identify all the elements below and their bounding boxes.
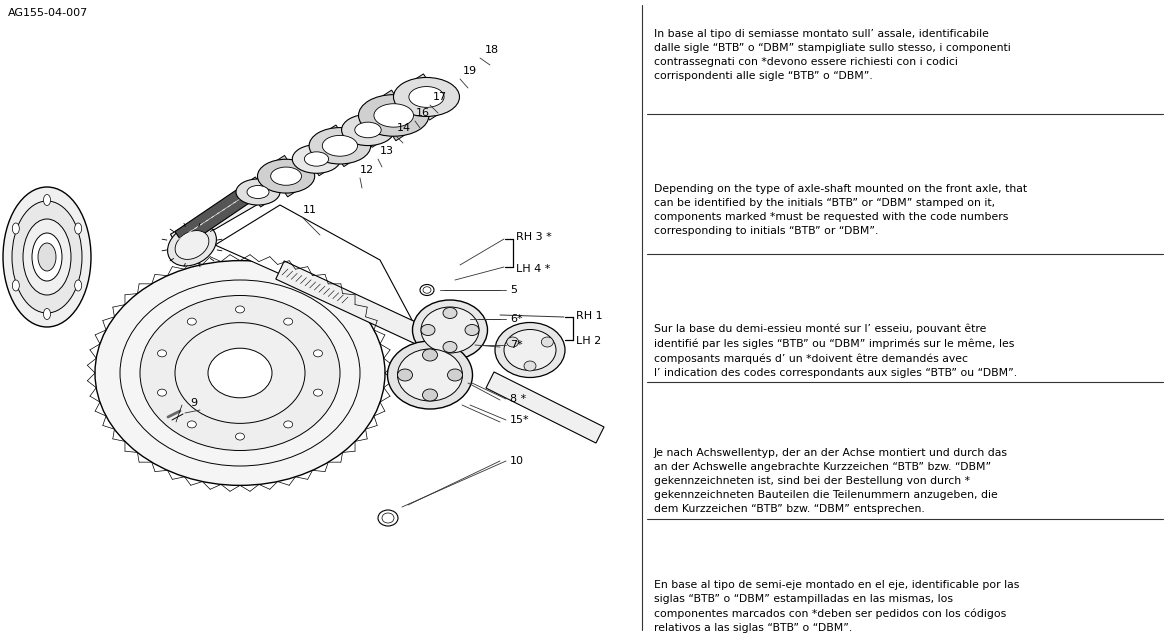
Ellipse shape [174,323,304,424]
Ellipse shape [355,122,382,138]
Text: 13: 13 [381,146,393,156]
Ellipse shape [409,86,444,107]
Polygon shape [322,125,357,166]
Polygon shape [171,144,335,250]
Ellipse shape [187,421,197,428]
Text: Je nach Achswellentyp, der an der Achse montiert und durch das
an der Achswelle : Je nach Achswellentyp, der an der Achse … [653,448,1008,514]
Text: Sur la base du demi-essieu monté sur l’ esseiu, pouvant être
identifié par les s: Sur la base du demi-essieu monté sur l’ … [653,324,1016,378]
Ellipse shape [388,341,473,409]
Ellipse shape [412,300,487,360]
Ellipse shape [4,187,91,327]
Text: 7*: 7* [511,340,522,350]
Text: 19: 19 [463,66,477,76]
Ellipse shape [374,104,413,127]
Ellipse shape [258,159,315,193]
Polygon shape [246,177,271,207]
Text: 15*: 15* [511,415,529,425]
Ellipse shape [541,337,554,347]
Ellipse shape [342,114,395,145]
Ellipse shape [495,323,564,377]
Ellipse shape [309,128,371,164]
Text: 12: 12 [359,165,374,175]
Text: 5: 5 [511,285,518,295]
Text: In base al tipo di semiasse montato sull’ assale, identificabile
dalle sigle “BT: In base al tipo di semiasse montato sull… [653,29,1011,81]
Ellipse shape [32,233,62,281]
Ellipse shape [397,349,463,401]
Ellipse shape [208,348,272,398]
Ellipse shape [12,201,82,313]
Text: RH 1: RH 1 [576,311,603,321]
Ellipse shape [382,513,393,523]
Ellipse shape [75,280,82,291]
Ellipse shape [141,295,340,450]
Ellipse shape [13,280,20,291]
Ellipse shape [271,167,301,185]
Polygon shape [406,74,446,120]
Ellipse shape [158,350,166,357]
Text: 10: 10 [511,456,523,466]
Ellipse shape [293,145,341,173]
Text: Depending on the type of axle-shaft mounted on the front axle, that
can be ident: Depending on the type of axle-shaft moun… [653,184,1027,236]
Ellipse shape [43,194,50,206]
Ellipse shape [397,369,412,381]
Polygon shape [302,142,330,176]
Ellipse shape [37,243,56,271]
Text: 17: 17 [433,92,447,102]
Text: En base al tipo de semi-eje montado en el eje, identificable por las
siglas “BTB: En base al tipo de semi-eje montado en e… [653,580,1019,632]
Text: RH 3 *: RH 3 * [516,232,552,242]
Text: 16: 16 [416,108,430,118]
Ellipse shape [378,510,398,526]
Text: LH 2: LH 2 [576,336,601,346]
Text: 11: 11 [303,205,317,215]
Ellipse shape [158,389,166,396]
Ellipse shape [507,337,519,347]
Ellipse shape [465,324,479,335]
Ellipse shape [304,152,329,166]
Ellipse shape [237,179,280,205]
Polygon shape [354,112,382,147]
Ellipse shape [176,231,208,260]
Text: 18: 18 [485,45,499,55]
Ellipse shape [283,318,293,325]
Ellipse shape [423,349,438,361]
Ellipse shape [314,350,322,357]
Polygon shape [276,261,424,344]
Ellipse shape [393,77,459,116]
Ellipse shape [283,421,293,428]
Polygon shape [215,205,420,335]
Ellipse shape [247,185,269,199]
Ellipse shape [23,219,71,295]
Ellipse shape [75,223,82,234]
Ellipse shape [187,318,197,325]
Ellipse shape [443,342,457,352]
Polygon shape [174,187,251,246]
Ellipse shape [167,224,217,266]
Ellipse shape [235,433,245,440]
Ellipse shape [13,223,20,234]
Text: 8 *: 8 * [511,394,526,404]
Ellipse shape [95,260,385,485]
Ellipse shape [420,284,434,295]
Ellipse shape [447,369,463,381]
Polygon shape [371,90,416,141]
Ellipse shape [422,324,434,335]
Ellipse shape [523,361,536,371]
Ellipse shape [422,307,479,353]
Ellipse shape [43,309,50,319]
Text: AG155-04-007: AG155-04-007 [8,8,88,18]
Ellipse shape [504,330,556,370]
Ellipse shape [322,135,357,156]
Text: 9: 9 [190,398,197,408]
Ellipse shape [423,287,431,293]
Ellipse shape [423,389,438,401]
Polygon shape [486,372,604,443]
Text: 14: 14 [397,123,411,133]
Ellipse shape [443,307,457,319]
Polygon shape [268,156,304,197]
Ellipse shape [314,389,322,396]
Ellipse shape [235,306,245,313]
Ellipse shape [358,95,429,137]
Text: 6*: 6* [511,314,522,324]
Text: LH 4 *: LH 4 * [516,264,550,274]
